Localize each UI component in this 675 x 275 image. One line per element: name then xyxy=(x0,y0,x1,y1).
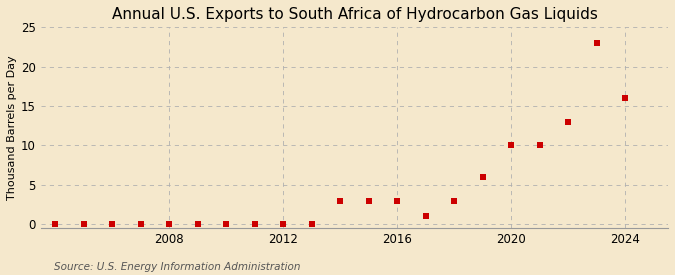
Point xyxy=(421,214,431,219)
Point xyxy=(306,222,317,226)
Point xyxy=(363,199,374,203)
Point xyxy=(506,143,516,148)
Text: Source: U.S. Energy Information Administration: Source: U.S. Energy Information Administ… xyxy=(54,262,300,272)
Point xyxy=(221,222,232,226)
Point xyxy=(449,199,460,203)
Point xyxy=(78,222,89,226)
Point xyxy=(392,199,402,203)
Point xyxy=(278,222,289,226)
Y-axis label: Thousand Barrels per Day: Thousand Barrels per Day xyxy=(7,56,17,200)
Point xyxy=(192,222,203,226)
Point xyxy=(135,222,146,226)
Point xyxy=(535,143,545,148)
Point xyxy=(620,96,630,100)
Point xyxy=(249,222,260,226)
Point xyxy=(563,120,574,124)
Point xyxy=(335,199,346,203)
Point xyxy=(477,175,488,179)
Title: Annual U.S. Exports to South Africa of Hydrocarbon Gas Liquids: Annual U.S. Exports to South Africa of H… xyxy=(111,7,597,22)
Point xyxy=(164,222,175,226)
Point xyxy=(107,222,117,226)
Point xyxy=(50,222,61,226)
Point xyxy=(591,41,602,45)
